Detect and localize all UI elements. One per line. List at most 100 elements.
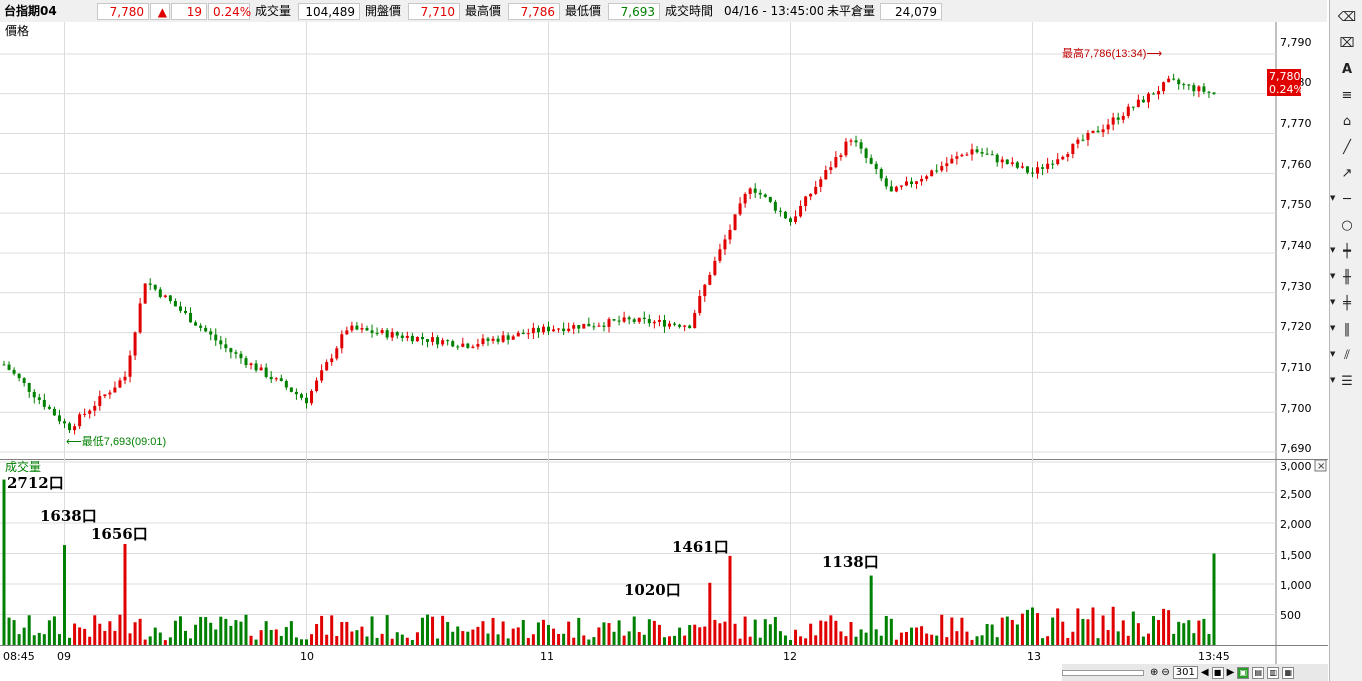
volume-bar xyxy=(88,636,92,645)
candle-body xyxy=(668,323,671,327)
volume-value: 104,489 xyxy=(298,2,360,20)
candle-body xyxy=(461,343,465,347)
candle-color-tool-icon[interactable]: ╫ xyxy=(1343,270,1351,285)
candle-body xyxy=(1202,86,1206,92)
dropdown-arrow-icon[interactable]: ▼ xyxy=(1330,350,1336,358)
candle-body xyxy=(572,325,576,329)
volume-bar xyxy=(370,616,374,645)
chart-area[interactable]: 價格 最高7,786(13:34)⟶ ⟵最低7,693(09:01) 7,790… xyxy=(0,22,1328,664)
candlesticks xyxy=(2,73,1216,435)
eraser-one-icon[interactable]: ⌫ xyxy=(1337,10,1357,25)
candle-body xyxy=(794,216,798,222)
dropdown-arrow-icon[interactable]: ▼ xyxy=(1330,246,1336,254)
fibonacci-tool-icon[interactable]: ☰ xyxy=(1341,374,1353,389)
scroll-right-icon[interactable]: ▶ xyxy=(1226,667,1235,678)
volume-bar xyxy=(647,619,651,645)
candle-body xyxy=(259,367,263,371)
high-label: 最高價 xyxy=(461,2,507,20)
dropdown-arrow-icon[interactable]: ▼ xyxy=(1330,324,1336,332)
volume-bar xyxy=(259,630,263,645)
volume-bar xyxy=(1121,620,1125,645)
dropdown-arrow-icon[interactable]: ▼ xyxy=(1330,194,1336,202)
candle-body xyxy=(158,289,162,298)
tag-tool-icon[interactable]: ⌂ xyxy=(1342,114,1352,129)
eraser-all-icon[interactable]: ⌧ xyxy=(1339,36,1355,51)
candle-body xyxy=(723,239,727,250)
scroll-left-icon[interactable]: ◀ xyxy=(1200,667,1209,678)
arrow-tool-icon[interactable]: ↗ xyxy=(1341,166,1353,181)
horizontal-lines-icon[interactable]: ≡ xyxy=(1341,88,1353,103)
volume-bar xyxy=(768,624,772,645)
volume-bar xyxy=(1131,611,1135,645)
zoom-out-icon[interactable]: ⊖ xyxy=(1161,667,1170,678)
pause-icon[interactable]: ■ xyxy=(1211,666,1224,679)
channel-tool-icon[interactable]: ╪ xyxy=(1343,296,1351,311)
candle-body xyxy=(955,156,959,159)
candle-body xyxy=(380,330,384,334)
candle-body xyxy=(249,363,253,366)
volume-tick: 2,000 xyxy=(1280,518,1312,531)
save-icon[interactable]: ▤ xyxy=(1252,666,1265,679)
dropdown-arrow-icon[interactable]: ▼ xyxy=(1330,298,1336,306)
text-tool-icon[interactable]: A xyxy=(1341,62,1353,77)
volume-bar xyxy=(496,634,500,645)
volume-bar xyxy=(753,619,757,645)
low-label: 最低價 xyxy=(561,2,607,20)
volume-bar xyxy=(274,629,278,645)
volume-bar xyxy=(884,615,888,645)
volume-bar xyxy=(375,637,379,645)
candle-tool-icon[interactable]: ┿ xyxy=(1343,244,1351,259)
vertical-lines-icon[interactable]: ‖ xyxy=(1343,322,1351,337)
volume-bar xyxy=(945,637,949,645)
volume-bar xyxy=(299,639,303,645)
candle-body xyxy=(778,210,782,212)
export-icon[interactable]: ▦ xyxy=(1282,666,1295,679)
volume-bar xyxy=(1136,623,1140,645)
candle-body xyxy=(1051,163,1055,165)
candle-body xyxy=(804,196,808,206)
fan-tool-icon[interactable]: ⫽ xyxy=(1344,348,1350,363)
zoom-in-icon[interactable]: ⊕ xyxy=(1150,667,1159,678)
zoom-slider[interactable] xyxy=(1062,669,1144,676)
time-value: 04/16 - 13:45:00 xyxy=(720,2,824,20)
volume-bar xyxy=(1182,623,1186,645)
time-tick: 12 xyxy=(783,650,797,663)
candle-body xyxy=(728,229,732,240)
volume-bar xyxy=(244,614,248,645)
candle-body xyxy=(446,340,450,342)
candle-body xyxy=(652,321,656,324)
volume-bar xyxy=(577,617,581,645)
candle-body xyxy=(451,341,455,347)
volume-bar xyxy=(743,616,747,645)
dropdown-arrow-icon[interactable]: ▼ xyxy=(1330,272,1336,280)
volume-bar xyxy=(108,621,112,645)
volume-bar xyxy=(864,632,868,645)
volume-bar xyxy=(1036,613,1040,645)
print-icon[interactable]: ▥ xyxy=(1267,666,1280,679)
candle-body xyxy=(945,163,949,167)
candle-body xyxy=(199,325,203,328)
close-icon[interactable]: × xyxy=(1317,461,1325,472)
volume-bar xyxy=(466,631,470,645)
up-arrow-icon: ▲ xyxy=(150,2,170,20)
volume-bar xyxy=(1197,620,1201,645)
circle-tool-icon[interactable]: ○ xyxy=(1341,218,1353,233)
dropdown-arrow-icon[interactable]: ▼ xyxy=(1330,376,1336,384)
candle-body xyxy=(22,378,26,383)
last-price: 7,780 xyxy=(97,2,149,20)
volume-bar xyxy=(168,637,172,645)
volume-bar xyxy=(854,636,858,645)
bar-count-field[interactable]: 301 xyxy=(1172,666,1198,679)
volume-close-button[interactable]: × xyxy=(1314,459,1327,472)
candle-body xyxy=(178,306,182,311)
candle-body xyxy=(27,382,31,392)
horizontal-line-tool-icon[interactable]: ─ xyxy=(1343,192,1351,207)
volume-bar xyxy=(1146,633,1150,645)
candle-body xyxy=(582,323,586,329)
volume-bar xyxy=(698,627,702,645)
candle-body xyxy=(506,335,510,340)
volume-bar xyxy=(199,616,203,645)
volume-bar xyxy=(688,625,692,645)
line-tool-icon[interactable]: ╱ xyxy=(1343,140,1351,155)
settings-icon[interactable]: ▣ xyxy=(1237,666,1250,679)
